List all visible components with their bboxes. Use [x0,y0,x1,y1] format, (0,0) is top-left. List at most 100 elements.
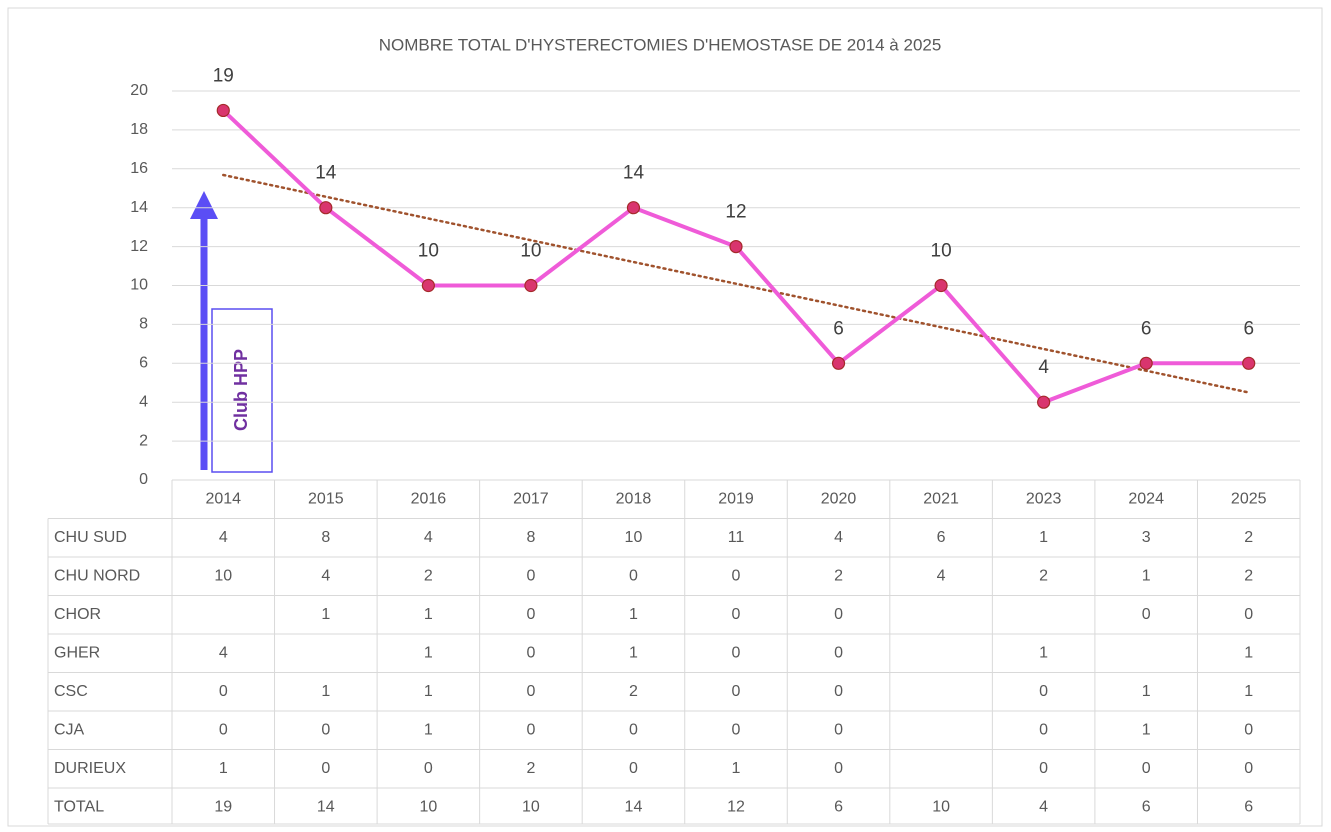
cell: 0 [526,683,535,700]
x-tick-label: 2014 [205,490,241,507]
cell: 0 [1039,721,1048,738]
cell: 2 [1244,567,1253,584]
cell: 0 [526,721,535,738]
cell: 1 [1142,721,1151,738]
cell: 1 [1142,567,1151,584]
cell: 10 [522,798,540,815]
row-label: CSC [54,683,88,700]
row-label: CHU SUD [54,529,127,546]
data-label: 14 [623,163,645,184]
cell: 19 [214,798,232,815]
x-tick-label: 2024 [1128,490,1164,507]
row-label: TOTAL [54,798,104,815]
cell: 0 [834,683,843,700]
y-tick-label: 4 [139,393,148,410]
cell: 0 [321,760,330,777]
marker [831,356,846,370]
row-label: DURIEUX [54,760,126,777]
cell: 11 [728,529,745,546]
cell: 14 [625,798,643,815]
cell: 0 [629,567,638,584]
cell: 0 [526,644,535,661]
cell: 10 [932,798,950,815]
cell: 1 [732,760,741,777]
annotation-box [211,308,273,473]
cell: 0 [526,606,535,623]
x-tick-label: 2015 [308,490,344,507]
y-tick-label: 2 [139,432,148,449]
data-label: 10 [418,241,439,262]
cell: 2 [526,760,535,777]
x-tick-label: 2025 [1231,490,1267,507]
marker [1242,356,1256,370]
y-tick-label: 6 [139,355,148,372]
cell: 2 [1244,529,1253,546]
data-label: 12 [725,202,746,223]
data-label: 6 [833,318,844,339]
cell: 0 [629,721,638,738]
cell: 1 [424,644,433,661]
x-tick-label: 2020 [821,490,857,507]
data-label: 10 [931,241,952,262]
y-tick-label: 10 [130,277,148,294]
cell: 0 [1244,721,1253,738]
cell: 0 [1244,760,1253,777]
marker [1139,356,1153,370]
cell: 1 [1244,683,1253,700]
cell: 8 [321,529,330,546]
y-tick-label: 20 [130,82,148,99]
marker [421,278,435,293]
cell: 1 [321,683,330,700]
cell: 2 [629,683,638,700]
y-tick-label: 14 [130,199,148,216]
cell: 4 [321,567,330,584]
cell: 0 [219,721,228,738]
cell: 0 [732,567,741,584]
cell: 6 [1142,798,1151,815]
data-label: 19 [213,65,234,86]
cell: 0 [732,683,741,700]
cell: 0 [732,721,741,738]
marker [524,278,538,293]
row-label: CJA [54,721,85,738]
cell: 0 [219,683,228,700]
cell: 4 [937,567,946,584]
cell: 0 [834,606,843,623]
cell: 1 [1142,683,1151,700]
marker [319,201,333,215]
cell: 0 [424,760,433,777]
cell: 6 [937,529,946,546]
cell: 3 [1142,529,1151,546]
marker [934,278,948,293]
y-tick-label: 0 [139,471,148,488]
y-tick-label: 16 [130,160,148,177]
cell: 1 [424,606,433,623]
x-tick-label: 2016 [411,490,447,507]
row-label: GHER [54,644,100,661]
cell: 10 [419,798,437,815]
cell: 1 [629,606,638,623]
cell: 0 [1142,760,1151,777]
cell: 12 [727,798,745,815]
y-tick-label: 12 [130,238,148,255]
cell: 8 [526,529,535,546]
cell: 0 [732,644,741,661]
cell: 14 [317,798,335,815]
y-tick-label: 18 [130,121,148,138]
cell: 0 [629,760,638,777]
cell: 2 [834,567,843,584]
cell: 2 [1039,567,1048,584]
cell: 1 [321,606,330,623]
row-label: CHU NORD [54,567,140,584]
trendline [222,173,1250,394]
x-tick-label: 2018 [616,490,652,507]
cell: 0 [1142,606,1151,623]
cell: 0 [1039,683,1048,700]
cell: 0 [834,644,843,661]
cell: 1 [424,721,433,738]
cell: 10 [214,567,232,584]
annotation: Club HPP [231,349,251,431]
cell: 4 [219,529,228,546]
cell: 0 [834,760,843,777]
